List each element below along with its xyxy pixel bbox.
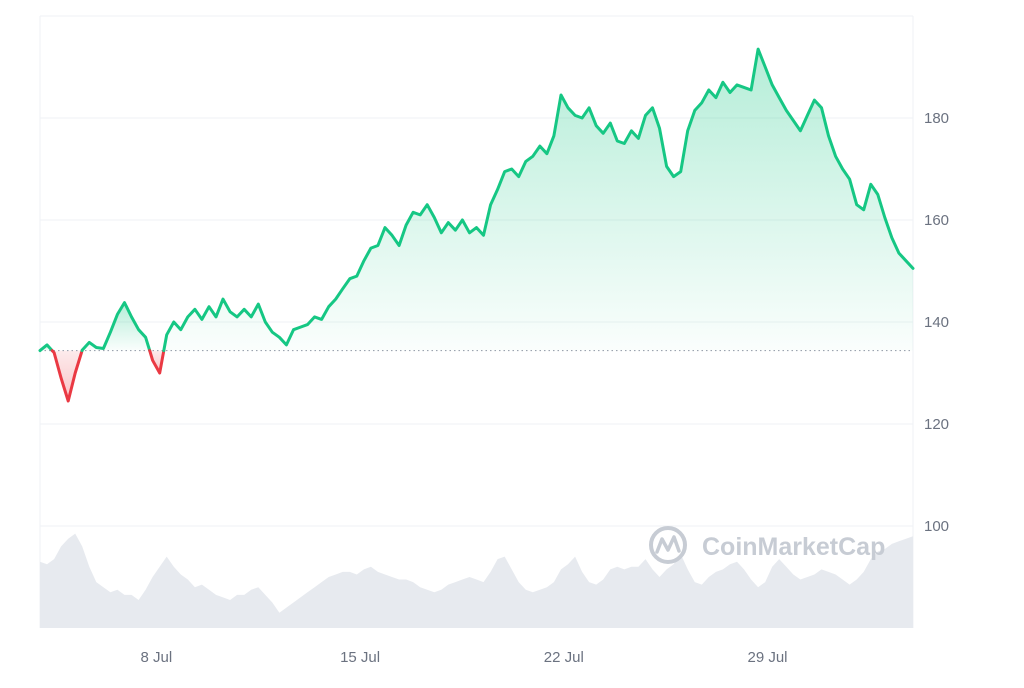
x-tick-label: 22 Jul	[544, 649, 584, 666]
x-tick-label: 8 Jul	[141, 649, 173, 666]
y-tick-label: 180	[924, 110, 949, 127]
coinmarketcap-logo-icon	[649, 526, 687, 564]
y-tick-label: 160	[924, 212, 949, 229]
price-line-down	[50, 349, 84, 403]
x-tick-label: 15 Jul	[340, 649, 380, 666]
price-line-down	[148, 349, 166, 375]
y-tick-label: 120	[924, 416, 949, 433]
x-tick-label: 29 Jul	[747, 649, 787, 666]
watermark-text: CoinMarketCap	[702, 533, 885, 561]
volume-area-shape	[40, 533, 913, 628]
x-axis-ticks: 8 Jul 15 Jul 22 Jul 29 Jul	[141, 649, 788, 666]
price-line-up	[80, 301, 152, 353]
y-tick-label: 140	[924, 314, 949, 331]
price-line-up	[162, 47, 915, 353]
y-tick-label: 100	[924, 518, 949, 535]
price-line	[38, 47, 915, 403]
area-fill-down	[52, 350, 83, 401]
y-axis-ticks: 100 120 140 160 180	[924, 110, 949, 535]
area-fill-up	[163, 49, 914, 351]
price-line-up	[38, 343, 54, 353]
volume-area	[40, 533, 913, 628]
area-fill-up	[82, 302, 150, 351]
watermark: CoinMarketCap	[649, 526, 885, 564]
